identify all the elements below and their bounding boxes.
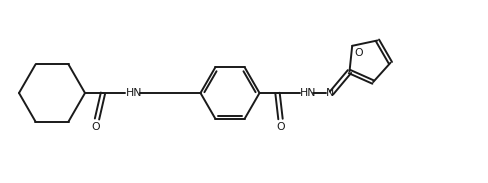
Text: O: O: [276, 122, 285, 132]
Text: O: O: [92, 122, 101, 132]
Text: HN: HN: [125, 87, 142, 98]
Text: HN: HN: [300, 87, 317, 98]
Text: O: O: [354, 48, 363, 58]
Text: N: N: [326, 87, 334, 98]
